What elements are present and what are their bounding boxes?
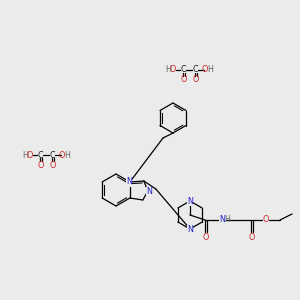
Text: N: N (187, 196, 193, 206)
Text: O: O (27, 151, 33, 160)
Text: O: O (263, 215, 269, 224)
Text: O: O (38, 160, 44, 169)
Text: C: C (37, 151, 43, 160)
Text: N: N (146, 187, 152, 196)
Text: O: O (202, 65, 208, 74)
Text: O: O (170, 65, 176, 74)
Text: C: C (49, 151, 55, 160)
Text: H: H (64, 151, 70, 160)
Text: O: O (193, 76, 199, 85)
Text: H: H (207, 65, 213, 74)
Text: O: O (181, 76, 187, 85)
Text: O: O (249, 233, 255, 242)
Text: O: O (59, 151, 65, 160)
Text: H: H (165, 65, 171, 74)
Text: C: C (180, 65, 186, 74)
Text: O: O (203, 233, 209, 242)
Text: N: N (219, 214, 225, 224)
Text: H: H (22, 151, 28, 160)
Text: C: C (192, 65, 198, 74)
Text: N: N (187, 224, 193, 233)
Text: O: O (50, 160, 56, 169)
Text: H: H (224, 214, 230, 224)
Text: N: N (126, 178, 132, 187)
